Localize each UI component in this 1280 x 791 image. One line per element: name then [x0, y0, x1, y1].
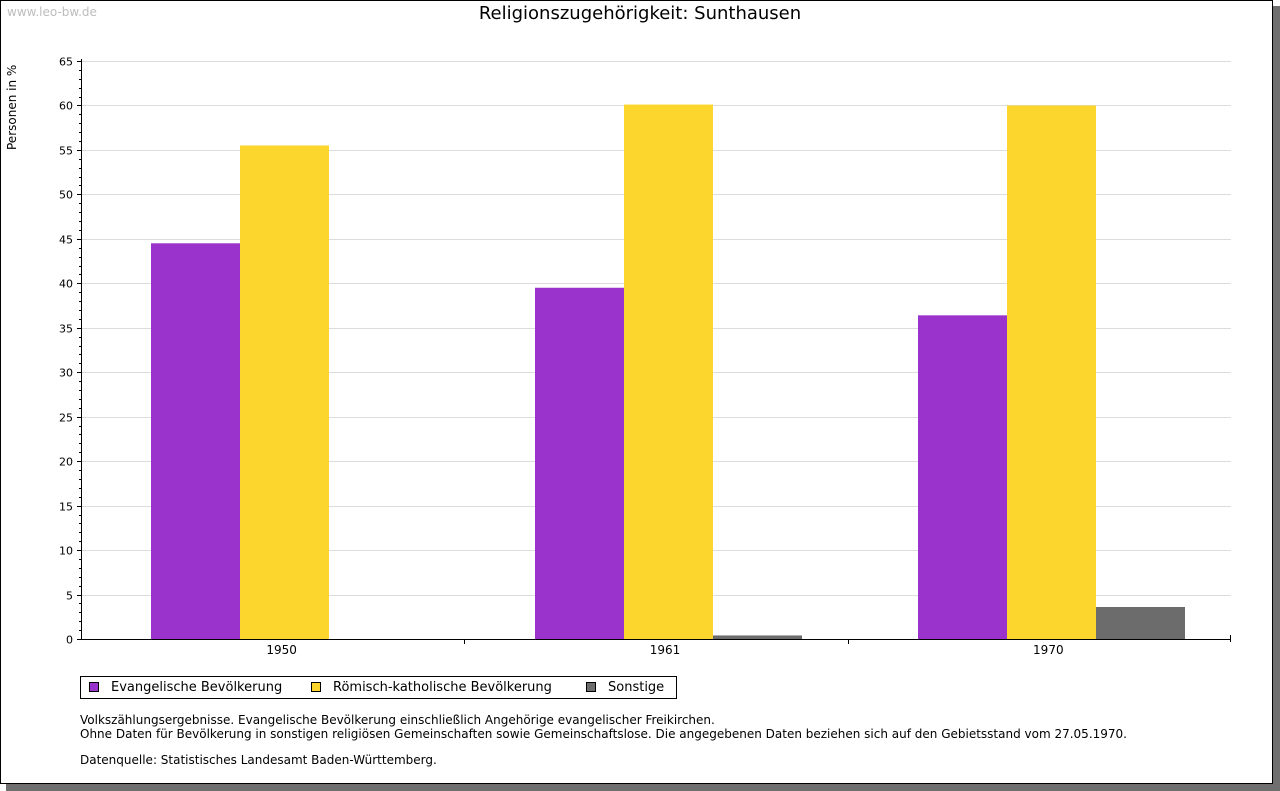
- bar-römisch-katholische-1950: [240, 145, 329, 639]
- y-tick-label: 30: [59, 367, 73, 380]
- legend-swatch-sonstige: [586, 682, 596, 692]
- watermark: www.leo-bw.de: [7, 5, 97, 19]
- y-tick-label: 65: [59, 56, 73, 69]
- y-tick-label: 25: [59, 412, 73, 425]
- bar-sonstige-1970: [1096, 606, 1185, 639]
- y-axis-label: Personen in %: [5, 64, 19, 150]
- footnotes: Volkszählungsergebnisse. Evangelische Be…: [80, 713, 1127, 767]
- frame-shadow-right: [1273, 6, 1280, 791]
- y-tick-label: 15: [59, 501, 73, 514]
- bar-evangelische-1970: [918, 315, 1007, 639]
- x-tick-label: 1961: [650, 643, 681, 657]
- legend-label-katholisch: Römisch-katholische Bevölkerung: [333, 680, 552, 695]
- y-tick-label: 5: [66, 590, 73, 603]
- y-tick-label: 40: [59, 278, 73, 291]
- y-tick-label: 0: [66, 634, 73, 647]
- note-line-2: Ohne Daten für Bevölkerung in sonstigen …: [80, 727, 1127, 741]
- y-tick-label: 50: [59, 189, 73, 202]
- chart-title: Religionszugehörigkeit: Sunthausen: [478, 3, 802, 24]
- bar-römisch-katholische-1970: [1007, 105, 1096, 639]
- bar-römisch-katholische-1961: [624, 104, 713, 639]
- bar-evangelische-1950: [151, 243, 240, 640]
- y-tick-label: 20: [59, 456, 73, 469]
- x-tick-label: 1970: [1033, 643, 1064, 657]
- y-tick-label: 35: [59, 323, 73, 336]
- y-tick-label: 60: [59, 100, 73, 113]
- y-tick-label: 55: [59, 145, 73, 158]
- data-source: Datenquelle: Statistisches Landesamt Bad…: [80, 753, 437, 767]
- x-tick-label: 1950: [266, 643, 297, 657]
- bar-evangelische-1961: [535, 287, 624, 639]
- note-line-1: Volkszählungsergebnisse. Evangelische Be…: [80, 713, 715, 727]
- legend-swatch-katholisch: [311, 682, 321, 692]
- y-tick-label: 45: [59, 234, 73, 247]
- frame-shadow-bottom: [6, 784, 1280, 791]
- legend: Evangelische Bevölkerung Römisch-katholi…: [80, 676, 677, 699]
- legend-label-sonstige: Sonstige: [608, 680, 665, 695]
- bar-sonstige-1961: [713, 635, 802, 639]
- legend-label-evangelisch: Evangelische Bevölkerung: [111, 680, 283, 695]
- y-tick-label: 10: [59, 545, 73, 558]
- legend-swatch-evangelisch: [89, 682, 99, 692]
